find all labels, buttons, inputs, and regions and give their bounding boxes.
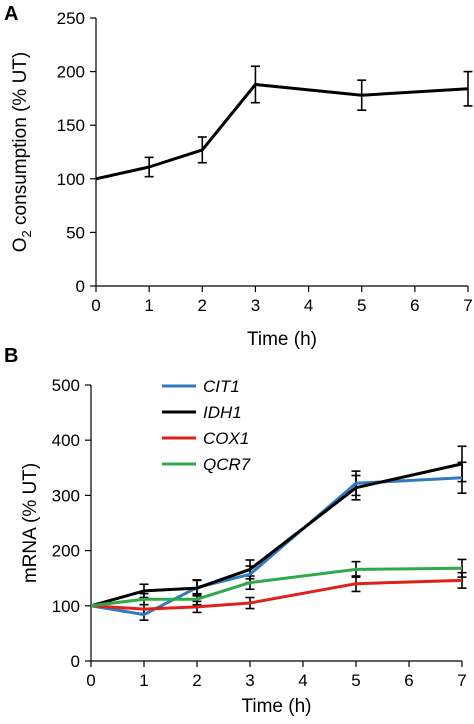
series-0 [144, 65, 473, 178]
y-axis-title: mRNA (% UT) [20, 463, 41, 583]
x-tick-label: 7 [457, 671, 466, 690]
x-tick-label: 4 [298, 671, 307, 690]
series-line-0 [95, 83, 469, 181]
legend: CIT1 IDH1 COX1 QCR7 [162, 377, 251, 474]
legend-label: QCR7 [203, 455, 251, 474]
x-tick-label: 0 [91, 296, 100, 315]
x-tick-label: 6 [404, 671, 413, 690]
y-tick-label: 300 [52, 486, 80, 505]
x-tick-label: 3 [251, 296, 260, 315]
series-cit1 [139, 461, 467, 621]
y-tick-label: 200 [57, 63, 85, 82]
x-axis-title: Time (h) [247, 329, 317, 350]
x-tick-label: 2 [192, 671, 201, 690]
y-tick-label: 250 [57, 9, 85, 28]
x-tick-label: 6 [410, 296, 419, 315]
y-tick-label: 0 [76, 277, 85, 296]
y-tick-label: 100 [57, 170, 85, 189]
y-axis-title-subscript: 2 [19, 230, 34, 237]
legend-label: CIT1 [203, 377, 240, 396]
x-tick-label: 5 [351, 671, 360, 690]
x-tick-label: 0 [86, 671, 95, 690]
x-tick-label: 1 [144, 296, 153, 315]
y-axis-title: O2 consumption (% UT) [10, 52, 34, 252]
chart-panel-b: B 0 100 200 300 400 500 0 1 2 3 4 5 6 7 Time (h) mRNA (%… [4, 345, 467, 717]
y-tick-label: 400 [52, 431, 80, 450]
y-tick-label: 50 [66, 223, 85, 242]
x-tick-label: 4 [304, 296, 313, 315]
y-tick-label: 150 [57, 116, 85, 135]
panel-letter: B [4, 345, 18, 367]
x-tick-label: 5 [357, 296, 366, 315]
series-line-idh1 [90, 462, 463, 608]
x-tick-label: 1 [139, 671, 148, 690]
legend-label: IDH1 [203, 403, 242, 422]
y-tick-label: 200 [52, 542, 80, 561]
y-tick-label: 500 [52, 376, 80, 395]
legend-label: COX1 [203, 429, 249, 448]
y-tick-label: 100 [52, 597, 80, 616]
x-tick-label: 7 [463, 296, 472, 315]
x-axis-title: Time (h) [241, 696, 311, 717]
y-axis-title-suffix: consumption (% UT) [10, 52, 31, 230]
series-line-qcr7 [90, 566, 463, 608]
panel-letter: A [4, 3, 18, 25]
series-line-cox1 [90, 578, 463, 611]
y-tick-label: 0 [71, 652, 80, 671]
x-tick-label: 3 [245, 671, 254, 690]
x-tick-label: 2 [198, 296, 207, 315]
y-axis-title-prefix: O [10, 237, 31, 252]
